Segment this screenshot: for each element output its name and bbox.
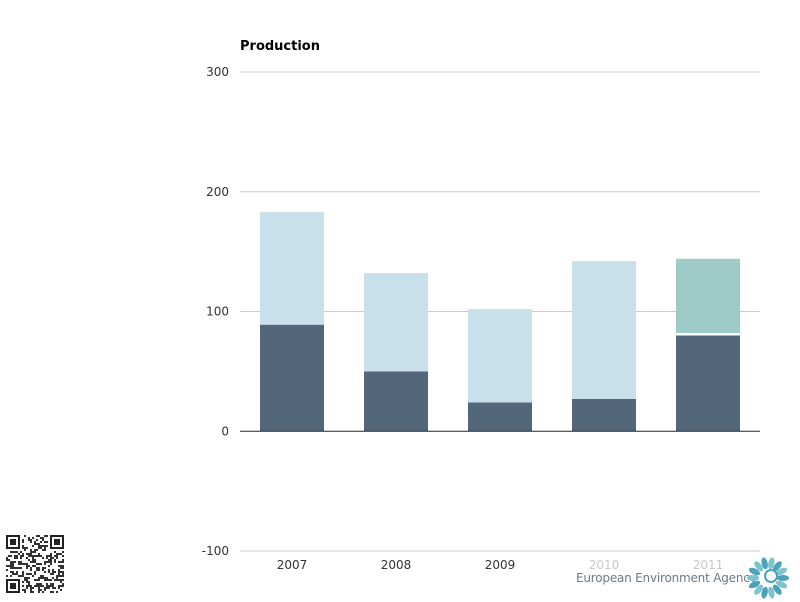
- bar-segment: [468, 402, 532, 432]
- x-tick-label: 2011: [693, 558, 724, 572]
- y-tick-label: 100: [206, 305, 229, 319]
- y-tick-label: 200: [206, 185, 229, 199]
- y-tick-label: 300: [206, 65, 229, 79]
- y-tick-label: 0: [221, 424, 229, 438]
- bar-segment: [364, 371, 428, 432]
- x-tick-label: 2008: [381, 558, 412, 572]
- bar-segment: [468, 309, 532, 403]
- eea-logo-icon: [747, 557, 789, 599]
- x-tick-label: 2009: [485, 558, 516, 572]
- bar-segment: [676, 335, 740, 432]
- x-tick-label: 2010: [589, 558, 620, 572]
- x-axis-ticks: 2007 2008 2009 2010 2011: [277, 558, 724, 572]
- bar-segment: [364, 273, 428, 372]
- y-tick-label: -100: [202, 544, 229, 558]
- bar-segment: [260, 212, 324, 325]
- bars: [260, 212, 740, 432]
- x-tick-label: 2007: [277, 558, 308, 572]
- bar-segment: [676, 258, 740, 334]
- chart-title: Production: [240, 39, 320, 54]
- agency-name: European Environment Agency: [576, 571, 757, 585]
- y-axis-ticks: -100 0 100 200 300: [202, 65, 229, 558]
- bar-segment: [572, 261, 636, 399]
- bar-segment: [260, 324, 324, 432]
- bar-segment: [572, 398, 636, 432]
- bar-segment: [676, 333, 740, 336]
- qr-code-icon: [6, 535, 64, 593]
